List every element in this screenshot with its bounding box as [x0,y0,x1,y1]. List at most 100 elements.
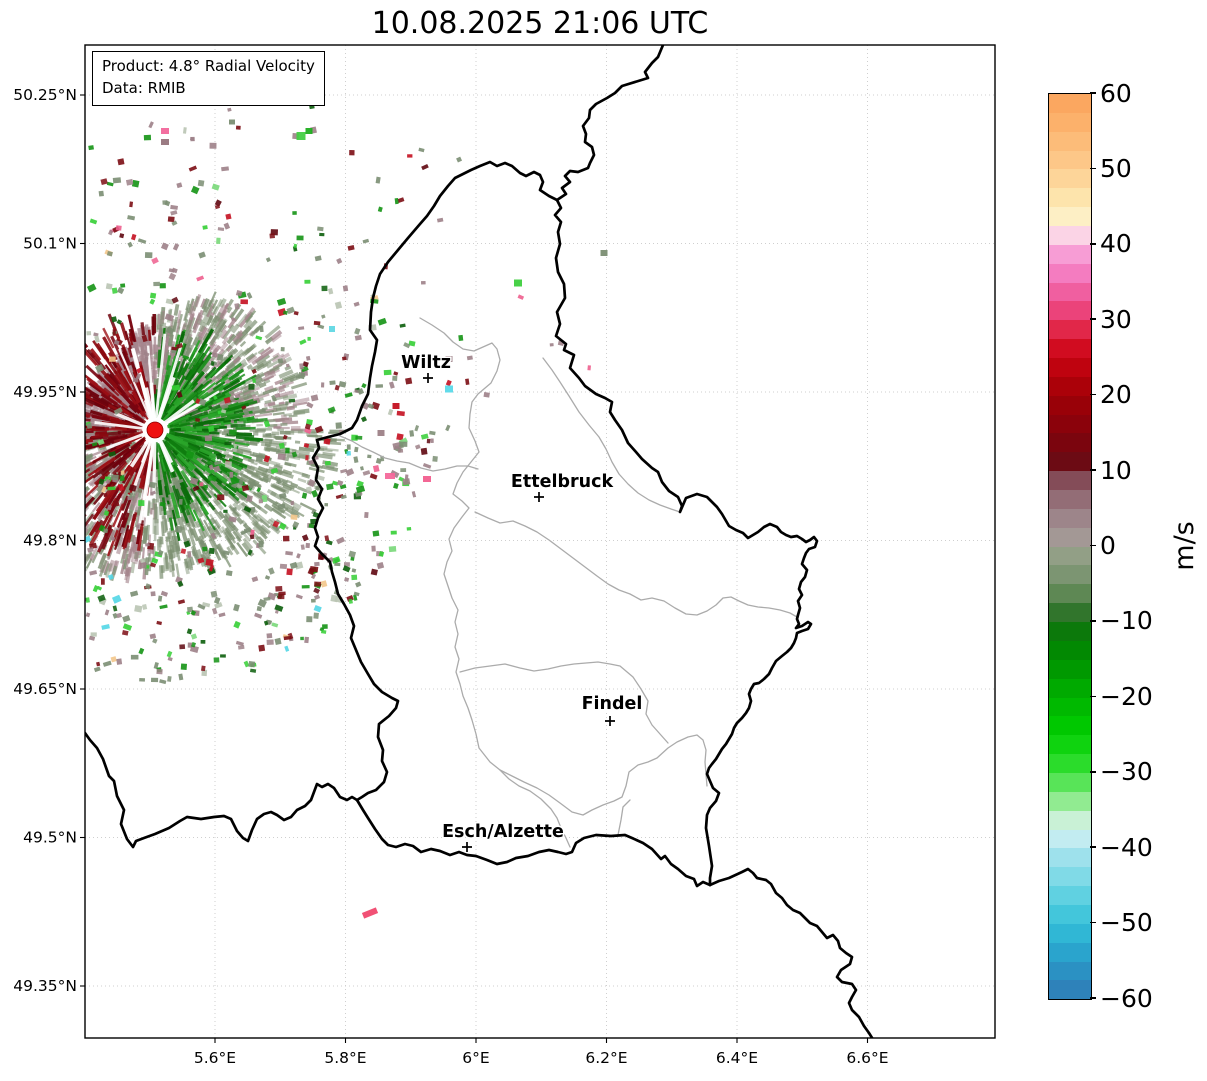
echo-wash-streak [322,451,336,457]
echo-speckle [299,338,307,345]
echo-wash-streak [282,393,298,401]
echo-speckle [283,635,292,641]
echo-speckle [129,590,139,597]
echo-speckle [324,460,331,466]
echo-speckle [139,678,146,682]
echo-speckle [258,499,263,504]
echo-speckle [178,498,183,505]
echo-speckle [122,623,133,631]
echo-speckle [432,455,438,462]
echo-speckle [187,642,193,648]
colorbar-band [1049,263,1091,283]
echo-speckle [285,447,290,454]
echo-wash-streak [49,470,58,474]
echo-speckle [132,377,139,383]
echo-speckle [367,403,375,410]
echo-wash-streak [69,462,76,465]
colorbar-band [1049,433,1091,453]
echo-wash-streak [165,554,170,571]
echo-core-streak [88,520,101,537]
echo-core-streak [156,442,163,461]
echo-wash-streak [107,547,114,561]
colorbar-tick-mark [1090,997,1096,999]
echo-wash-streak [255,353,271,366]
echo-wash-streak [209,517,217,525]
echo-speckle [514,279,522,287]
echo-speckle [258,644,266,652]
echo-wash-streak [191,550,196,557]
axis-labels: 5.6°E 5.8°E 6°E 6.2°E 6.4°E 6.6°E 50.25°N 50.1°… [13,86,888,1067]
echo-speckle [256,487,262,493]
echo-core-streak [199,411,221,420]
echo-speckle [107,486,116,491]
echo-speckle [302,361,309,368]
echo-speckle [276,478,282,485]
echo-wash-streak [91,550,100,564]
echo-wash-streak [168,553,173,560]
echo-speckle [279,563,288,570]
echo-wash-streak [211,299,219,310]
echo-speckle [303,443,310,448]
echo-speckle [313,612,319,619]
echo-speckle [174,481,182,489]
echo-wash-streak [292,469,309,477]
echo-wash-streak [67,412,76,414]
echo-core-streak [116,461,128,474]
echo-speckle [167,675,172,682]
echo-wash-streak [85,470,86,472]
echo-speckle [185,504,190,509]
echo-speckle [105,479,111,484]
colorbar-band [1049,282,1091,302]
echo-core-streak [115,362,123,372]
echo-wash-streak [269,363,283,373]
echo-speckle [309,104,315,110]
info-box: Product: 4.8° Radial Velocity Data: RMIB [92,51,325,106]
echo-wash-streak [53,452,58,453]
echo-wash-streak [157,335,161,347]
echo-speckle [371,401,380,410]
echo-core-streak [63,418,81,420]
echo-wash-streak [251,514,261,523]
echo-wash-streak [42,444,47,445]
echo-speckle [385,473,395,479]
echo-speckle [112,329,116,336]
echo-wash-streak [78,547,82,553]
echo-speckle [277,453,286,461]
echo-wash-streak [167,530,173,547]
echo-core-streak [33,402,53,407]
echo-beam-gap [138,440,155,524]
echo-speckle [348,598,353,604]
echo-wash-streak [232,502,242,511]
echo-speckle [293,310,299,316]
echo-speckle [233,444,238,449]
echo-core-streak [204,366,217,380]
colorbar-band [1049,508,1091,528]
echo-wash-streak [275,417,293,423]
echo-wash-streak [242,537,254,550]
echo-core-streak [46,417,55,418]
echo-speckle [177,599,186,605]
echo-core-streak [187,444,199,452]
echo-speckle [270,467,279,474]
echo-core-streak [61,480,81,494]
echo-speckle [304,279,311,284]
echo-speckle [168,272,177,281]
echo-speckle [275,585,283,592]
echo-speckle [223,222,231,230]
echo-core-streak [176,452,194,472]
echo-wash-streak [125,566,132,584]
echo-speckle [396,410,405,417]
echo-speckle [295,374,300,379]
echo-speckle [197,557,205,564]
echo-speckle [305,486,313,492]
echo-speckle [197,179,205,187]
echo-speckle [164,313,175,322]
echo-core-streak [157,349,162,368]
colorbar [1048,93,1092,1000]
echo-speckle [138,647,145,655]
colorbar-band [1049,961,1091,981]
echo-speckle [299,363,304,370]
echo-wash-streak [184,303,192,321]
echo-speckle [388,381,395,389]
